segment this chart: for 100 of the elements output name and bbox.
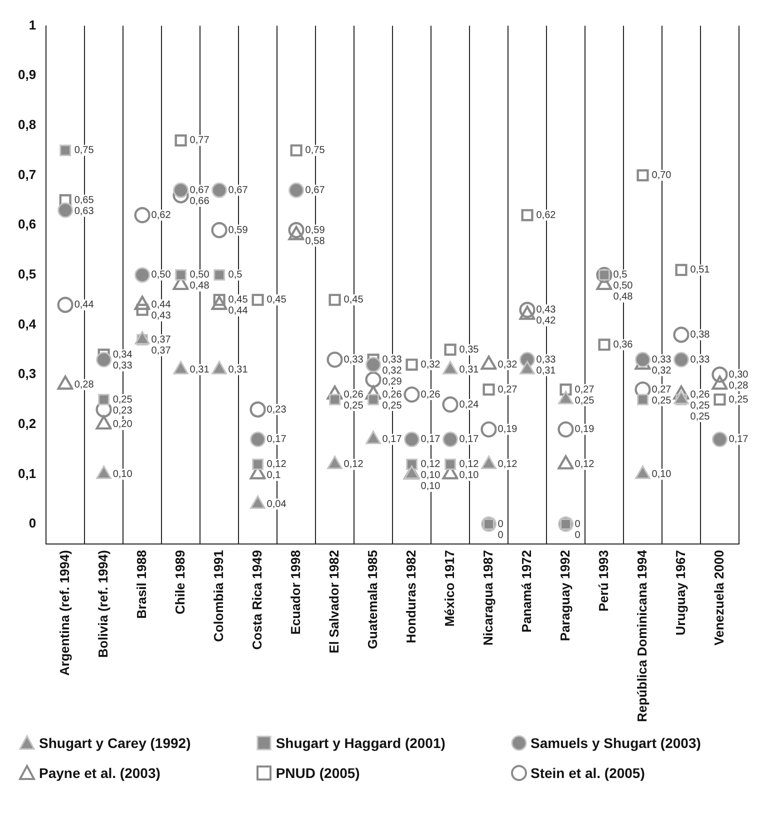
data-label: 0,59 [228,224,248,236]
data-label: 0,12 [266,459,287,470]
x-tick-label: Uruguay 1967 [672,550,688,636]
x-tick-label: Argentina (ref. 1994) [56,550,72,676]
data-label: 0,5 [613,270,628,281]
x-tick-label: Brasil 1988 [134,550,149,619]
data-label: 0,25 [652,395,672,406]
data-label: 0,10 [112,469,133,480]
y-tick-label: 0,5 [18,266,36,282]
data-label: 0,26 [382,389,402,400]
data-label: 0,45 [266,294,287,306]
data-label: 0,33 [536,354,556,366]
data-label: 0,25 [690,411,710,422]
data-label: 0,10 [420,481,441,492]
legend-label: Stein et al. (2005) [530,765,645,781]
data-label: 0,32 [420,359,441,370]
data-label: 0,23 [266,404,287,416]
x-tick-label: Panamá 1972 [518,550,534,632]
data-label: 0,38 [690,330,710,341]
data-label: 0,62 [151,210,172,221]
data-label: 0,34 [112,349,133,360]
data-label: 0,32 [498,359,518,370]
data-label: 0,33 [690,354,710,366]
data-label: 0,12 [420,459,441,470]
data-label: 0,32 [652,365,672,376]
x-tick-label: República Dominicana 1994 [634,549,650,722]
data-label: 0,36 [613,339,634,350]
data-label: 0,44 [74,300,94,311]
y-tick-label: 0,4 [18,316,37,332]
y-tick-label: 0,2 [18,416,36,432]
legend-label: Samuels y Shugart (2003) [530,735,701,751]
data-label: 0 [498,530,504,541]
data-label: 0,45 [228,294,248,306]
data-label: 0,44 [228,306,248,317]
x-tick-label: Ecuador 1998 [288,550,303,635]
data-label: 0,32 [382,365,402,376]
data-label: 0,44 [151,300,172,311]
y-tick-label: 0,7 [18,166,36,182]
data-label: 0,33 [344,354,364,366]
data-label: 0,17 [728,434,749,446]
data-label: 0,5 [228,270,243,281]
data-label: 0,19 [574,424,595,436]
data-label: 0,1 [266,470,282,482]
data-label: 0,37 [151,334,172,346]
legend-label: Shugart y Carey (1992) [39,735,191,751]
data-label: 0,26 [690,389,710,400]
data-label: 0,70 [652,170,672,182]
data-label: 0,28 [728,380,749,392]
x-tick-label: Bolivia (ref. 1994) [95,550,110,658]
data-label: 0,67 [228,184,248,196]
data-label: 0,28 [74,379,94,390]
data-label: 0,19 [498,424,518,436]
y-tick-label: 0,3 [18,366,36,382]
data-label: 0,23 [112,405,133,416]
y-tick-label: 0,1 [18,466,36,481]
data-label: 0,17 [266,434,287,446]
data-label: 0 [574,518,581,530]
data-label: 0,10 [459,470,480,482]
data-label: 0,63 [74,206,94,217]
y-tick-label: 0,9 [18,67,36,82]
data-label: 0,24 [459,399,480,410]
data-label: 0,35 [459,344,480,356]
data-label: 0,62 [536,210,556,221]
x-tick-label: México 1917 [442,550,457,627]
data-label: 0,48 [190,280,210,292]
data-label: 0,27 [498,384,518,396]
data-label: 0,29 [382,376,402,388]
data-label: 0,58 [305,236,326,247]
data-label: 0,26 [344,389,364,400]
x-tick-label: Honduras 1982 [403,550,418,644]
data-label: 0,04 [266,498,287,510]
data-label: 0,25 [344,400,364,412]
data-label: 0 [574,530,581,541]
y-tick-label: 1 [28,17,36,32]
data-label: 0,42 [536,316,556,327]
data-label: 0 [498,518,504,530]
data-label: 0,66 [190,196,210,207]
data-label: 0,33 [652,354,672,366]
x-tick-label: Guatemala 1985 [364,550,380,650]
data-label: 0,43 [151,310,172,322]
data-label: 0,27 [574,384,595,396]
data-label: 0,37 [151,345,172,356]
data-label: 0,10 [652,469,672,480]
data-label: 0,12 [459,459,480,470]
data-label: 0,45 [344,294,364,306]
x-tick-label: Perú 1993 [596,550,611,612]
x-tick-label: Paraguay 1992 [557,550,572,642]
data-label: 0,25 [382,400,402,412]
data-label: 0,25 [690,400,710,412]
data-label: 0,27 [652,384,672,396]
legend-label: PNUD (2005) [276,765,360,781]
data-label: 0,25 [728,394,749,406]
data-label: 0,33 [382,354,402,366]
data-label: 0,51 [690,264,710,276]
data-label: 0,25 [112,394,133,406]
data-label: 0,31 [536,365,556,376]
x-tick-label: El Salvador 1982 [326,550,342,654]
data-label: 0,17 [459,434,480,446]
data-label: 0,59 [305,224,326,236]
data-label: 0,17 [420,434,441,446]
